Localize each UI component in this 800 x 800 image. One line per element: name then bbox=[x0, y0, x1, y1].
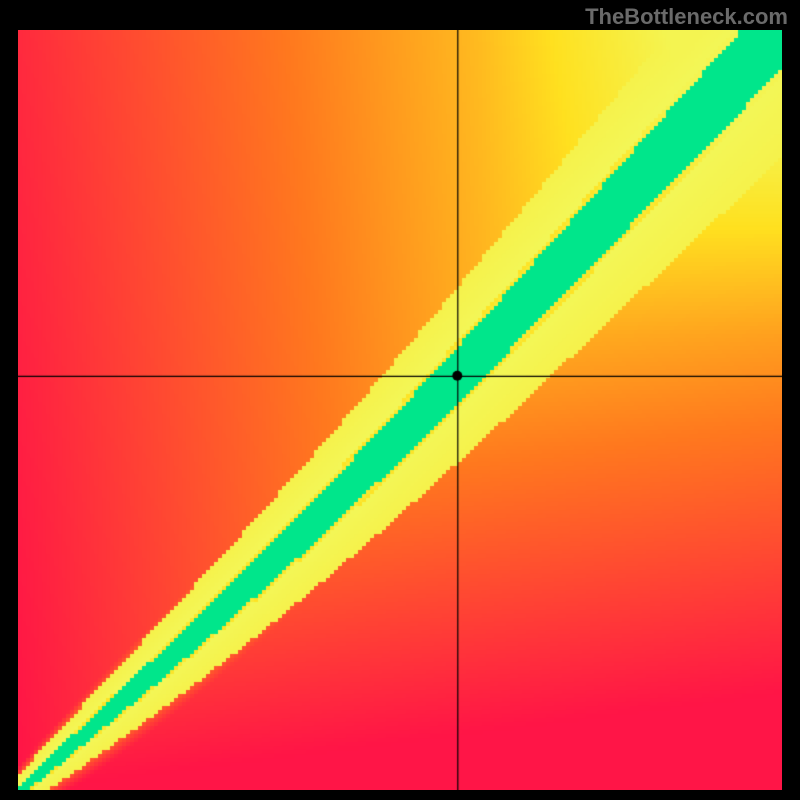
bottleneck-heatmap bbox=[18, 30, 782, 790]
watermark-text: TheBottleneck.com bbox=[585, 4, 788, 30]
